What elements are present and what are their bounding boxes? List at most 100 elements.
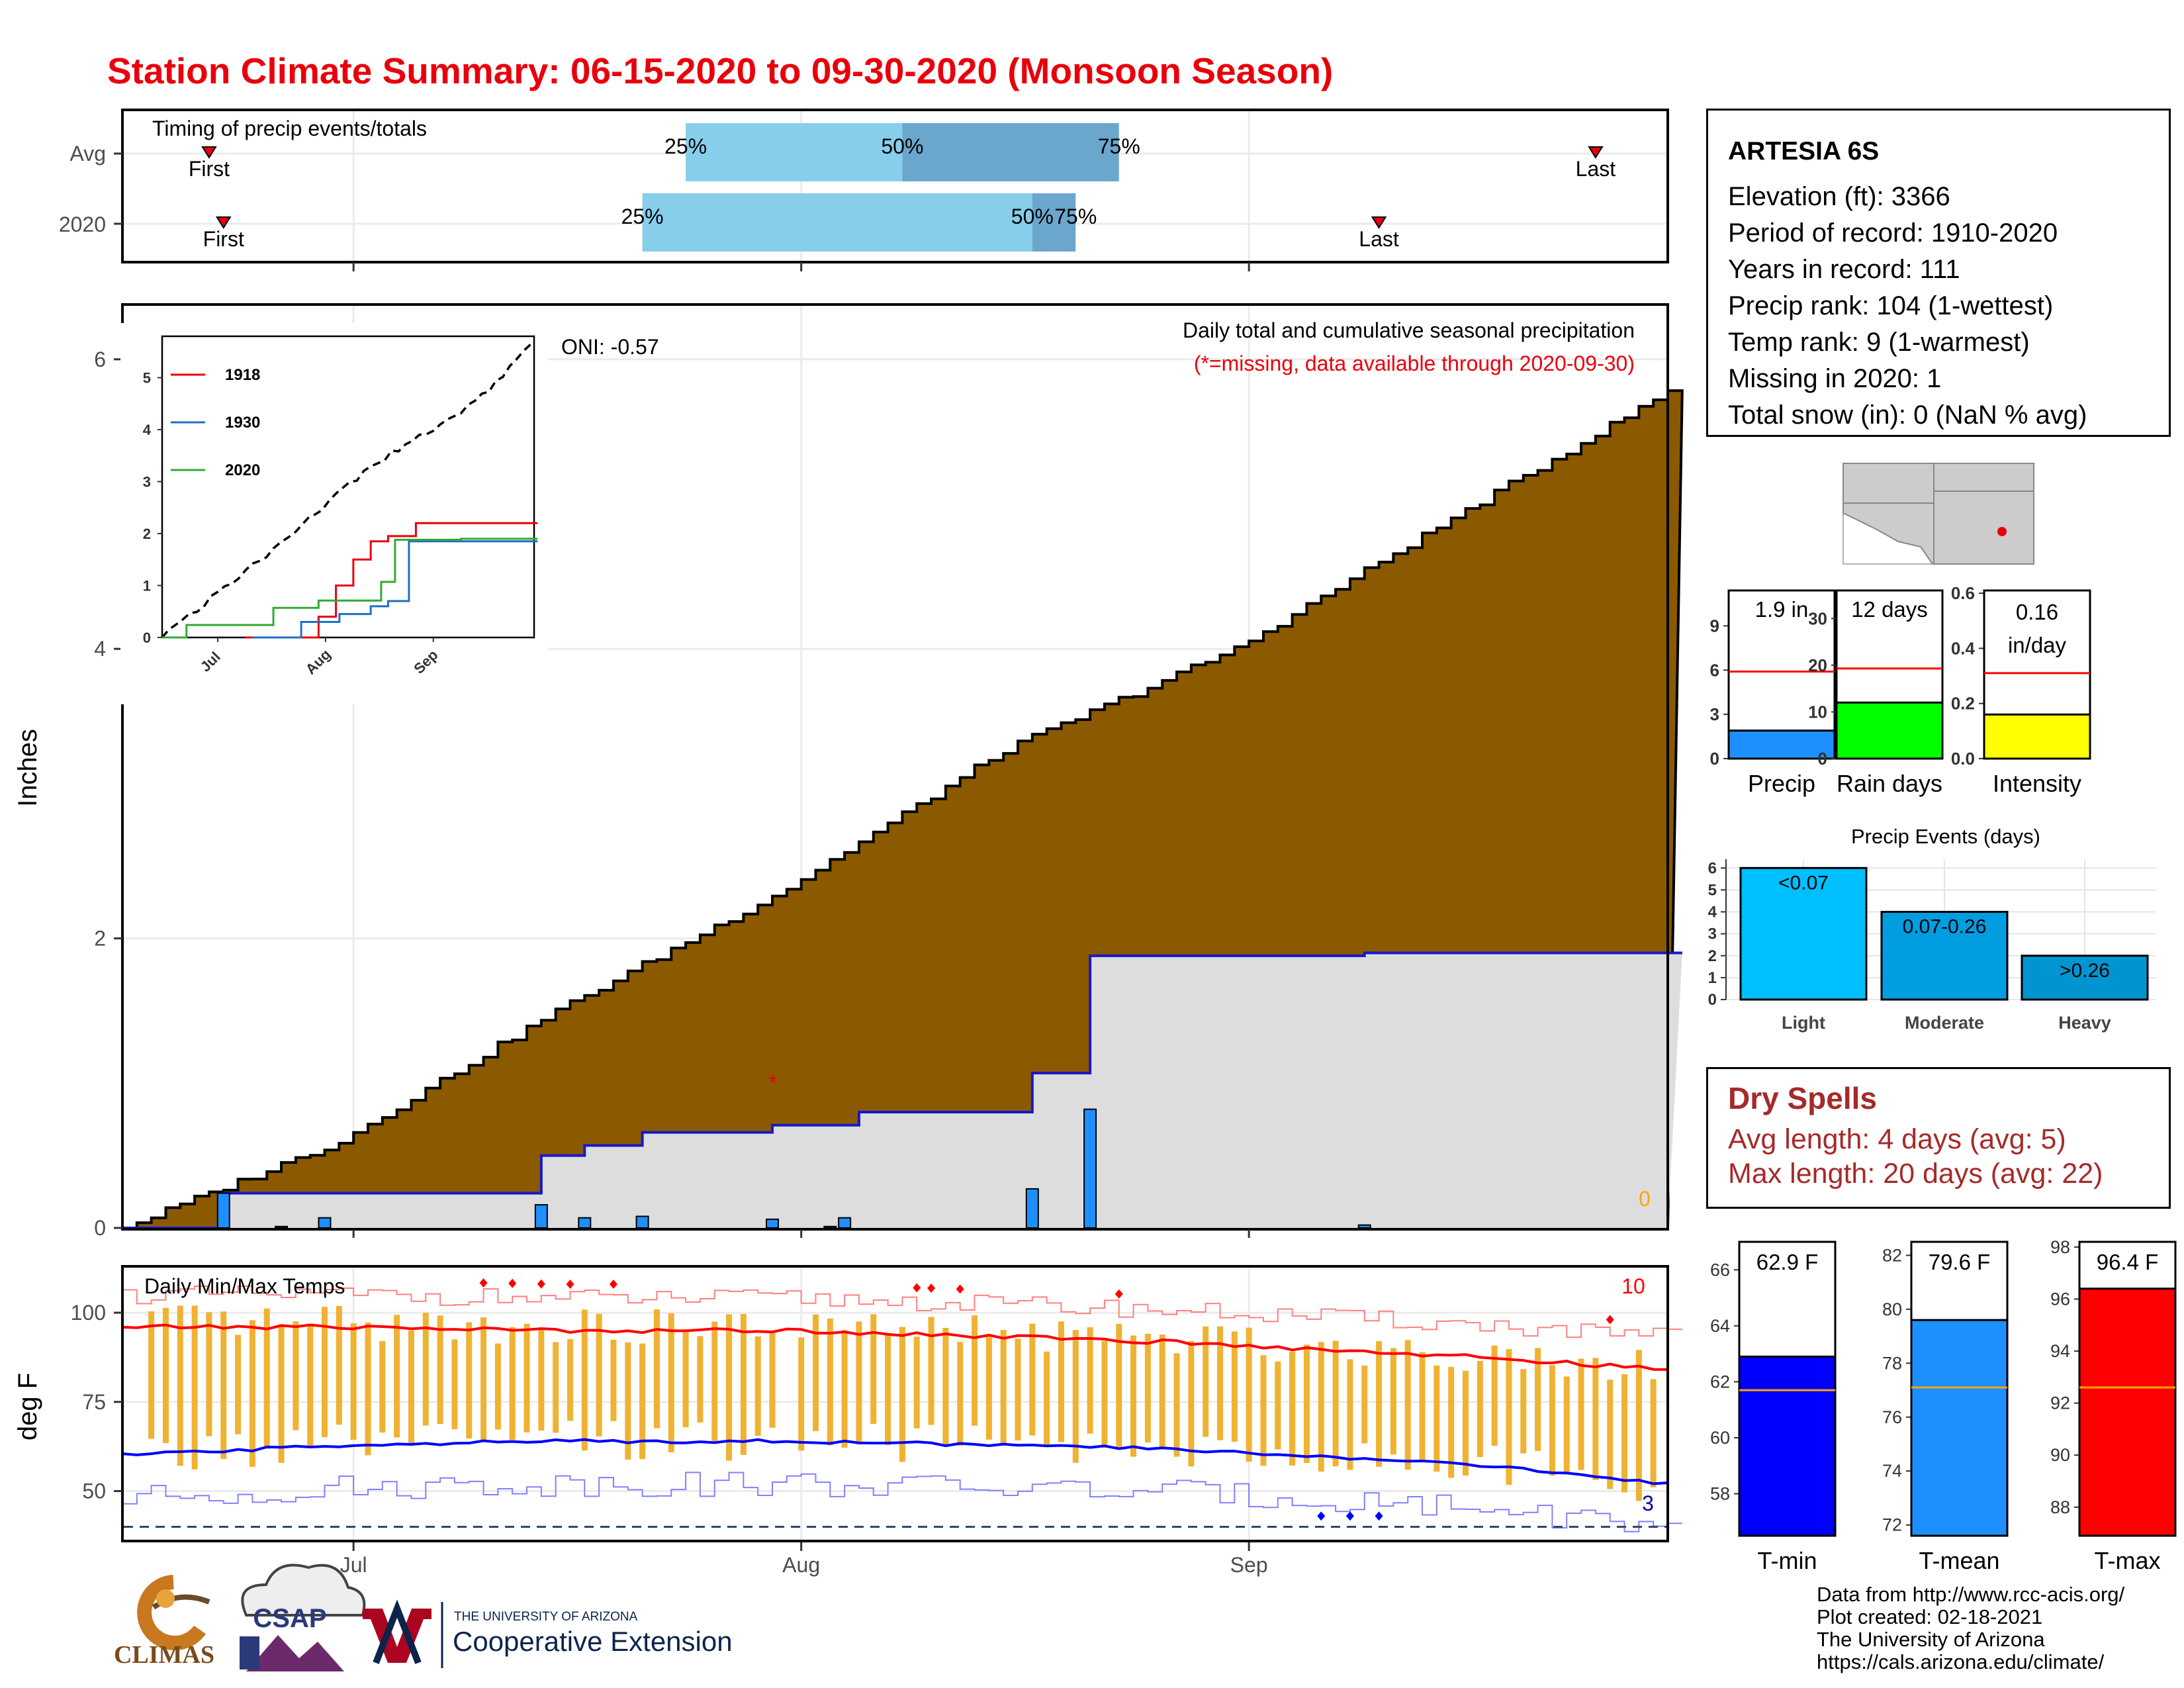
daily-temp-bar	[1621, 1374, 1628, 1493]
daily-temp-bar	[1361, 1365, 1368, 1444]
info-snow: Total snow (in): 0 (NaN % avg)	[1728, 400, 2087, 430]
info-missing: Missing in 2020: 1	[1728, 364, 1942, 393]
daily-temp-bar	[1433, 1365, 1440, 1472]
daily-temp-bar	[1217, 1326, 1224, 1440]
daily-temp-bar	[711, 1321, 718, 1442]
credit-url: https://cals.arizona.edu/climate/	[1817, 1650, 2105, 1673]
temp-xtick-label: Jul	[340, 1553, 367, 1577]
events-bar-label: 0.07-0.26	[1903, 916, 1987, 938]
dry-max-length: Max length: 20 days (avg: 22)	[1728, 1158, 2103, 1190]
daily-precip-bar	[275, 1225, 289, 1229]
temp-summary-ytick-label: 72	[1882, 1515, 1902, 1535]
daily-temp-bar	[1462, 1370, 1469, 1476]
mini-value-label: in/day	[2008, 633, 2067, 657]
daily-temp-bar	[870, 1314, 877, 1425]
season-cumulative-area	[122, 953, 1682, 1228]
daily-temp-bar	[1029, 1323, 1036, 1436]
timing-pct-label: 75%	[1054, 205, 1097, 228]
daily-temp-bar	[235, 1335, 242, 1434]
precip-ytick-label: 4	[94, 637, 106, 661]
events-bar-label: <0.07	[1778, 872, 1829, 894]
daily-temp-bar	[841, 1330, 848, 1448]
daily-temp-bar	[957, 1342, 964, 1446]
temp-ytick-label: 50	[82, 1479, 106, 1503]
daily-temp-bar	[913, 1336, 920, 1429]
events-category-label: Heavy	[2058, 1013, 2111, 1033]
ua-small-text: THE UNIVERSITY OF ARIZONA	[454, 1610, 638, 1624]
record-high-marker	[1606, 1315, 1614, 1325]
climas-logo-text: CLIMAS	[114, 1641, 214, 1669]
mini-value-bar	[1727, 729, 1836, 760]
credit-plot-date: Plot created: 02-18-2021	[1817, 1605, 2043, 1628]
record-high-marker	[1115, 1289, 1123, 1299]
csap-logo-text: CSAP	[253, 1604, 326, 1633]
daily-temp-bar	[1072, 1330, 1079, 1463]
daily-temp-bar	[668, 1313, 674, 1452]
record-high-marker	[537, 1279, 545, 1289]
temp-summary-value-label: 62.9 F	[1756, 1250, 1819, 1274]
inset-ytick-label: 3	[143, 474, 151, 491]
daily-temp-bar	[740, 1314, 747, 1455]
daily-temp-bar	[1390, 1348, 1396, 1455]
mini-ytick-label: 20	[1808, 655, 1827, 675]
csap-logo: CSAP	[240, 1564, 366, 1671]
station-name: ARTESIA 6S	[1728, 137, 1880, 165]
daily-temp-bar	[1159, 1335, 1165, 1448]
temp-summary-charts: 58 60 62 64 66 62.9 F T-min 72 74 76 78 80 82 79.6 F T…	[1710, 1237, 2177, 1574]
timing-last-marker	[1588, 146, 1604, 159]
daily-temp-bar	[1101, 1340, 1108, 1448]
timing-pct-label: 50%	[881, 134, 923, 158]
record-high-marker	[913, 1283, 921, 1293]
daily-temp-bar	[942, 1327, 949, 1445]
map-land	[1843, 463, 2034, 565]
daily-temp-bar	[1347, 1359, 1353, 1470]
daily-temp-bar	[856, 1321, 862, 1445]
record-low-count: 3	[1642, 1491, 1654, 1515]
daily-temp-bar	[408, 1330, 414, 1444]
daily-temp-bar	[553, 1342, 559, 1433]
info-period: Period of record: 1910-2020	[1728, 218, 2058, 248]
temp-summary-ytick-label: 64	[1710, 1316, 1730, 1336]
daily-precip-bar	[318, 1217, 332, 1229]
mini-value-bar	[1983, 713, 2091, 760]
daily-temp-bar	[394, 1315, 400, 1438]
record-min-line	[122, 1472, 1682, 1532]
temp-summary-value-bar	[1738, 1355, 1837, 1537]
mini-ytick-label: 0	[1710, 749, 1719, 769]
events-ytick-label: 6	[1708, 859, 1717, 877]
daily-temp-bar	[1289, 1351, 1296, 1466]
daily-temp-bar	[639, 1343, 646, 1460]
daily-temp-bar	[191, 1305, 198, 1470]
daily-temp-bar	[1563, 1376, 1570, 1474]
daily-temp-bar	[162, 1307, 169, 1444]
daily-temp-bar	[1203, 1326, 1209, 1437]
temp-summary-ytick-label: 88	[2050, 1497, 2070, 1517]
daily-temp-bar	[379, 1340, 386, 1433]
station-info-box: ARTESIA 6S Elevation (ft): 3366 Period o…	[1706, 109, 2171, 437]
record-high-marker	[479, 1278, 488, 1288]
daily-temp-bar	[1520, 1369, 1527, 1454]
record-high-marker	[927, 1284, 936, 1293]
daily-temp-bar	[1116, 1323, 1122, 1448]
daily-precip-bar	[823, 1225, 837, 1229]
page-title: Station Climate Summary: 06-15-2020 to 0…	[107, 50, 1333, 91]
daily-temp-bar	[798, 1337, 805, 1451]
record-max-line	[122, 1285, 1682, 1338]
daily-temp-bar	[263, 1308, 270, 1449]
mini-value-label: 0.16	[2016, 600, 2058, 624]
daily-temp-bar	[899, 1327, 905, 1462]
daily-temp-bar	[1578, 1358, 1584, 1470]
dry-spells-title: Dry Spells	[1728, 1081, 1877, 1115]
mini-value-label: 12 days	[1851, 597, 1928, 622]
daily-temp-bar	[827, 1318, 833, 1446]
daily-temp-bar	[1592, 1358, 1599, 1480]
mini-ytick-label: 10	[1808, 702, 1827, 722]
daily-temp-bar	[769, 1331, 776, 1428]
info-precip-rank: Precip rank: 104 (1-wettest)	[1728, 291, 2054, 320]
daily-temp-bar	[567, 1338, 573, 1421]
daily-temp-bar	[451, 1339, 458, 1429]
precip-ytick-label: 2	[94, 927, 106, 951]
missing-day-marker: *	[768, 1070, 777, 1096]
timing-last-marker	[1371, 216, 1387, 229]
